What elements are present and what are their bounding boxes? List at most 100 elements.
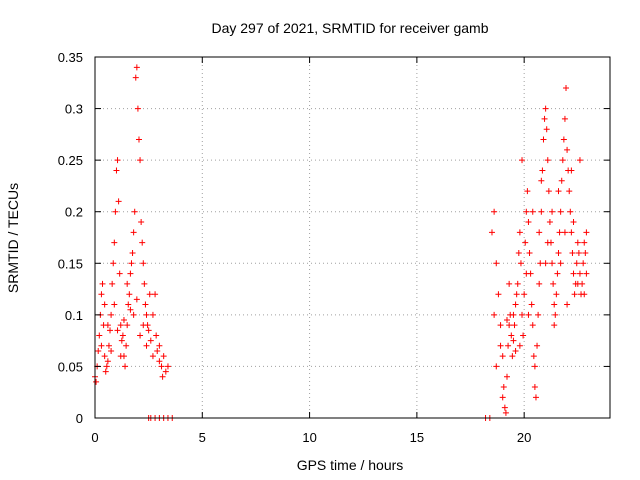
data-point [576,157,583,164]
data-point [551,322,558,329]
data-point [526,249,533,256]
data-point [111,239,118,246]
data-point [571,291,578,298]
data-point [557,208,564,215]
data-point [560,136,567,143]
x-tick-label: 5 [199,430,206,445]
data-point [143,311,150,318]
data-point [570,270,577,277]
y-axis-label: SRMTID / TECUs [5,183,21,293]
data-point [488,229,495,236]
data-point [129,249,136,256]
ticks: 0 5 10 15 20 0 0.05 0.1 0.15 0.2 0.25 0.3 0.35 [58,50,610,445]
data-point [159,373,166,380]
data-point [561,229,568,236]
data-point [142,301,149,308]
data-point [558,177,565,184]
data-point [127,306,134,313]
data-point [520,332,527,339]
data-point [497,322,504,329]
y-tick-label: 0.35 [58,50,83,65]
data-point [98,291,105,298]
data-point [153,332,160,339]
data-point [549,208,556,215]
data-point [519,157,526,164]
data-point [115,198,122,205]
data-point [539,167,546,174]
data-point [540,136,547,143]
data-point [517,260,524,267]
data-point [510,311,517,318]
plot-frame [94,56,611,419]
data-point [581,239,588,246]
data-point [555,188,562,195]
data-point [566,188,573,195]
grid [95,57,610,418]
data-point [125,301,132,308]
data-point [122,363,129,370]
data-point [103,363,110,370]
data-point [119,332,126,339]
data-point [495,291,502,298]
data-point [557,260,564,267]
data-point [515,249,522,256]
data-point [124,280,131,287]
data-point [523,208,530,215]
data-point [505,342,512,349]
data-point [544,157,551,164]
data-point [568,167,575,174]
data-point [516,342,523,349]
data-point [101,353,108,360]
data-point [506,280,513,287]
data-point [138,219,145,226]
data-point [543,126,550,133]
data-point [126,291,133,298]
data-point [553,291,560,298]
data-point [499,353,506,360]
data-point [143,342,150,349]
data-point [120,317,127,324]
data-point [118,337,125,344]
x-axis-label: GPS time / hours [297,457,404,473]
data-point [105,342,112,349]
data-point [530,353,537,360]
data-point [123,342,130,349]
data-point [124,322,131,329]
data-point [536,280,543,287]
data-point [564,301,571,308]
data-point [109,280,116,287]
data-point [149,353,156,360]
data-point [146,291,153,298]
data-point [531,363,538,370]
data-point [531,384,538,391]
data-point [552,311,559,318]
data-point [112,208,119,215]
data-point [555,249,562,256]
data-point [504,317,510,324]
data-point [550,280,557,287]
data-point [569,249,576,256]
data-point [162,368,169,375]
data-point [111,301,118,308]
data-point [538,208,545,215]
data-point [104,358,111,365]
data-point [102,368,109,375]
data-point [542,260,549,267]
data-point [130,311,137,318]
data-point [568,229,575,236]
data-point [502,409,509,416]
data-point [525,219,532,226]
data-point [134,105,141,112]
data-point [137,332,144,339]
x-tick-label: 20 [517,430,531,445]
data-point [513,291,520,298]
data-point [544,239,551,246]
data-point [551,301,558,308]
data-point [546,219,553,226]
data-point [575,249,582,256]
data-point [141,280,148,287]
data-point [549,260,556,267]
chart-title: Day 297 of 2021, SRMTID for receiver gam… [211,20,488,36]
data-point [156,358,163,365]
